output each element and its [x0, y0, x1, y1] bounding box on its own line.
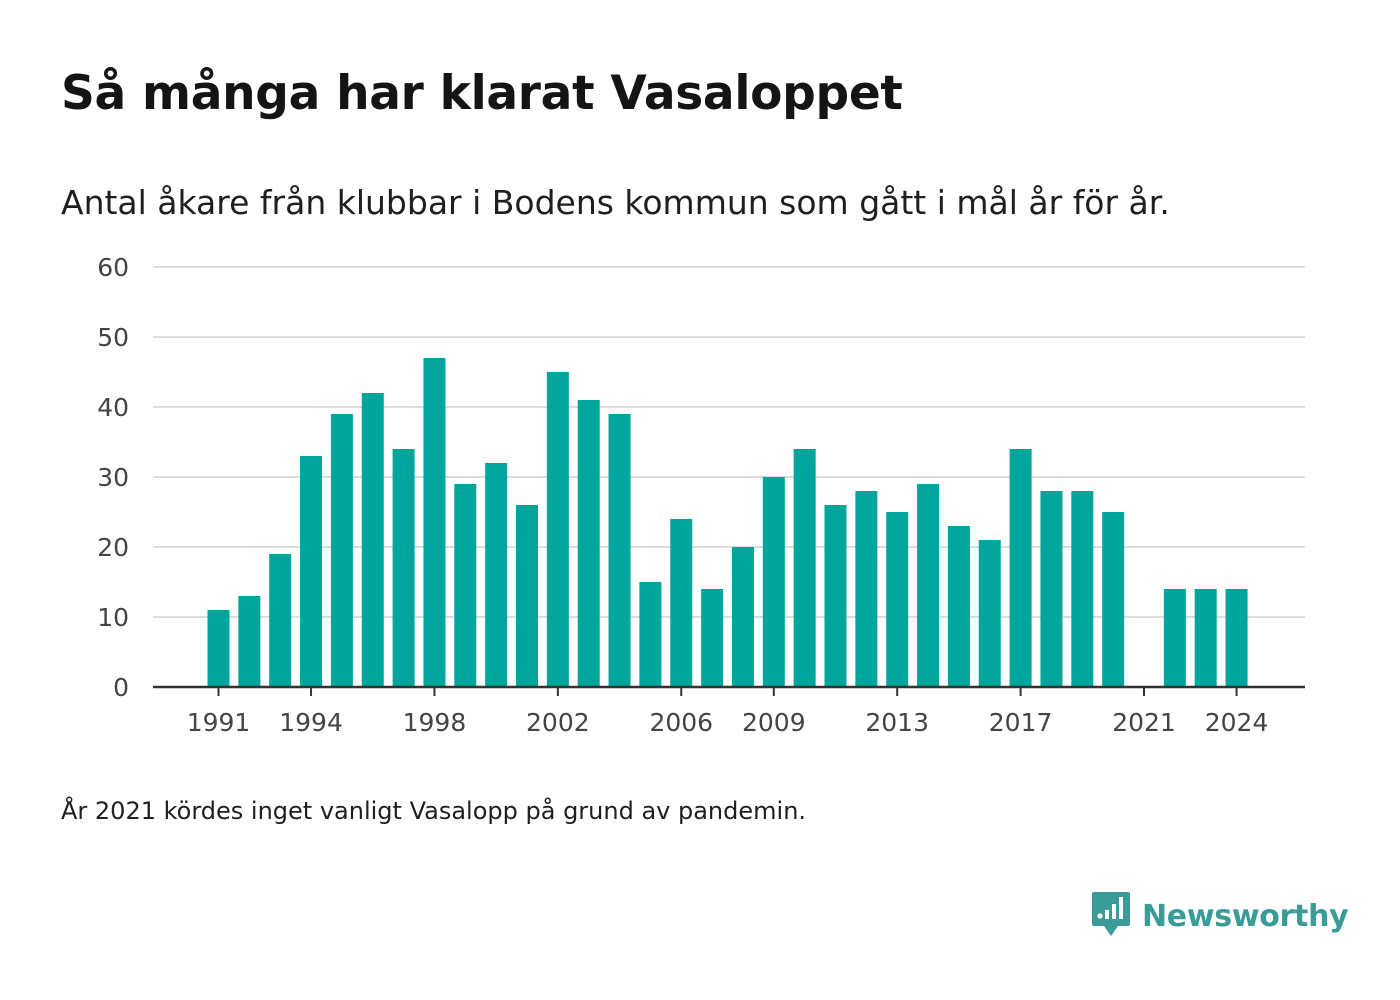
x-tick-label: 2013: [865, 708, 929, 737]
bar-2011: [824, 505, 847, 687]
bar-1994: [300, 456, 323, 687]
bar-2019: [1071, 491, 1094, 687]
axes: 0 10 20 30 40 50 60 1991 1994 1998 2002 2006 2009 201…: [97, 253, 1305, 737]
bar-2004: [608, 414, 631, 687]
bar-2014: [917, 484, 940, 687]
bar-2017: [1009, 449, 1032, 687]
bar-2013: [886, 512, 909, 687]
x-tick-label: 1998: [403, 708, 467, 737]
bar-1997: [392, 449, 415, 687]
bar-2022: [1163, 589, 1186, 687]
bar-2023: [1194, 589, 1217, 687]
y-tick-label: 20: [97, 533, 129, 562]
bar-1992: [238, 596, 261, 687]
bar-2024: [1225, 589, 1248, 687]
bar-2005: [639, 582, 662, 687]
bar-1998: [423, 358, 446, 687]
bar-2015: [947, 526, 970, 687]
x-tick-label: 1991: [187, 708, 251, 737]
footnote: År 2021 kördes inget vanligt Vasalopp på…: [61, 797, 807, 825]
grid-lines: [153, 266, 1305, 618]
bars: [207, 358, 1248, 687]
chart-subtitle: Antal åkare från klubbar i Bodens kommun…: [61, 183, 1170, 222]
x-tick-label: 2006: [649, 708, 713, 737]
brand-logo: Newsworthy: [1090, 890, 1349, 942]
bar-2008: [731, 547, 754, 687]
x-tick-label: 2024: [1205, 708, 1269, 737]
x-tick-label: 2002: [526, 708, 590, 737]
x-tick-label: 2017: [989, 708, 1053, 737]
bar-1993: [269, 554, 292, 687]
newsworthy-logo-icon: [1090, 890, 1132, 942]
y-tick-label: 60: [97, 253, 129, 282]
bar-1996: [361, 393, 384, 687]
bar-2012: [855, 491, 878, 687]
y-tick-label: 50: [97, 323, 129, 352]
x-tick-label: 2009: [742, 708, 806, 737]
y-tick-label: 40: [97, 393, 129, 422]
bar-1991: [207, 610, 230, 687]
bar-2006: [670, 519, 693, 687]
bar-2010: [793, 449, 816, 687]
bar-1995: [330, 414, 353, 687]
bar-2007: [701, 589, 724, 687]
brand-name: Newsworthy: [1142, 898, 1349, 934]
bar-2016: [978, 540, 1001, 687]
y-tick-label: 10: [97, 603, 129, 632]
bar-2009: [762, 477, 785, 687]
chart-title: Så många har klarat Vasaloppet: [61, 66, 903, 121]
bar-1999: [454, 484, 477, 687]
x-tick-label: 1994: [279, 708, 343, 737]
bar-2002: [546, 372, 569, 687]
bar-2000: [485, 463, 508, 687]
x-tick-label: 2021: [1112, 708, 1176, 737]
y-tick-label: 0: [113, 673, 129, 702]
bar-2003: [577, 400, 600, 687]
bar-2018: [1040, 491, 1063, 687]
bar-2020: [1102, 512, 1125, 687]
bar-2001: [516, 505, 538, 687]
y-tick-label: 30: [97, 463, 129, 492]
